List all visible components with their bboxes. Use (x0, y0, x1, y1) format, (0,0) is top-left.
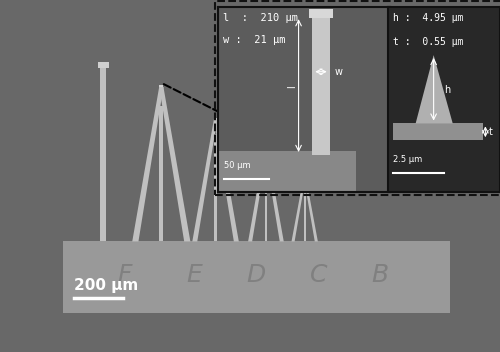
Bar (312, 16, 330, 155)
Bar (304, 175, 306, 177)
Polygon shape (214, 119, 239, 241)
Bar (214, 118, 218, 120)
Text: t: t (489, 127, 492, 137)
Text: B: B (372, 263, 389, 287)
Polygon shape (132, 87, 164, 241)
Polygon shape (416, 55, 453, 124)
Bar (62, 241, 450, 313)
Bar (100, 68, 106, 241)
Bar (393, 124, 483, 140)
Text: C: C (310, 263, 327, 287)
Bar (214, 134, 218, 241)
Text: h: h (444, 85, 450, 95)
Bar (159, 106, 164, 241)
Bar (264, 148, 268, 150)
Text: w: w (335, 67, 343, 77)
Polygon shape (292, 176, 306, 241)
Text: E: E (186, 263, 202, 287)
Bar (218, 151, 356, 192)
Text: t :  0.55 μm: t : 0.55 μm (393, 37, 464, 46)
Polygon shape (248, 149, 268, 241)
Bar (159, 85, 164, 87)
Text: w :  21 μm: w : 21 μm (222, 35, 285, 45)
Bar (98, 62, 108, 68)
Text: 200 μm: 200 μm (74, 278, 138, 293)
Bar (264, 161, 268, 241)
Text: l  :  210 μm: l : 210 μm (222, 13, 298, 23)
Text: 50 μm: 50 μm (224, 161, 251, 170)
Polygon shape (192, 119, 218, 241)
Text: D: D (246, 263, 266, 287)
Bar (304, 184, 306, 241)
Polygon shape (218, 151, 356, 192)
Text: F: F (118, 263, 132, 287)
Text: 2.5 μm: 2.5 μm (393, 155, 422, 164)
Polygon shape (159, 87, 190, 241)
Polygon shape (264, 149, 284, 241)
Text: h :  4.95 μm: h : 4.95 μm (393, 13, 464, 23)
Text: l: l (286, 85, 296, 88)
Bar (309, 9, 333, 18)
Polygon shape (304, 176, 318, 241)
